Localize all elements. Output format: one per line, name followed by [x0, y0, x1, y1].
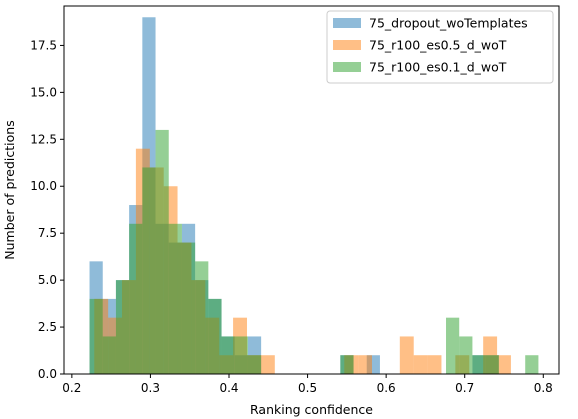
- histogram-bar: [129, 223, 143, 374]
- histogram-bar: [155, 129, 169, 374]
- histogram-bar: [485, 355, 499, 374]
- legend-entry-label: 75_r100_es0.5_d_woT: [369, 38, 507, 53]
- legend-swatch: [333, 40, 361, 50]
- y-tick-label: 2.5: [38, 320, 57, 334]
- y-tick-label: 12.5: [30, 132, 57, 146]
- y-tick-label: 5.0: [38, 273, 57, 287]
- histogram-bar: [195, 261, 209, 374]
- y-tick-label: 0.0: [38, 367, 57, 381]
- legend-swatch: [333, 62, 361, 72]
- histogram-bar: [102, 336, 116, 374]
- histogram-bar: [472, 355, 486, 374]
- legend-swatch: [333, 18, 361, 28]
- histogram-bar: [221, 336, 235, 374]
- legend: 75_dropout_woTemplates 75_r100_es0.5_d_wo…: [326, 10, 554, 84]
- histogram-bar: [181, 242, 196, 374]
- histogram-bar: [525, 355, 539, 374]
- y-tick-label: 17.5: [30, 38, 57, 52]
- histogram-bar: [399, 336, 414, 374]
- x-tick-label: 0.6: [377, 381, 396, 395]
- histogram-bars: [89, 17, 539, 374]
- x-axis-label: Ranking confidence: [250, 402, 373, 417]
- y-axis-label: Number of predictions: [2, 120, 17, 259]
- histogram-bar: [340, 355, 354, 374]
- histogram-bar: [234, 336, 248, 374]
- histogram-bar: [260, 355, 275, 374]
- legend-box: [326, 10, 554, 84]
- y-tick-label: 10.0: [30, 179, 57, 193]
- y-tick-label: 7.5: [38, 226, 57, 240]
- x-tick-label: 0.4: [219, 381, 238, 395]
- x-tick-label: 0.8: [534, 381, 553, 395]
- y-tick-label: 15.0: [30, 85, 57, 99]
- legend-entry-label: 75_r100_es0.1_d_woT: [369, 60, 507, 75]
- x-tick-label: 0.3: [141, 381, 160, 395]
- histogram-bar: [497, 355, 511, 374]
- legend-entry-label: 75_dropout_woTemplates: [369, 16, 528, 31]
- axes-frame: [63, 5, 560, 375]
- histogram-bar: [459, 336, 473, 374]
- x-tick-label: 0.7: [455, 381, 474, 395]
- y-axis-ticks: 0.0 2.5 5.0 7.5 10.0 12.5 15.0 17.5: [30, 38, 64, 381]
- histogram-bar: [427, 355, 442, 374]
- histogram-bar: [247, 355, 262, 374]
- histogram-bar: [142, 167, 156, 374]
- histogram-bar: [358, 355, 372, 374]
- x-tick-label: 0.5: [298, 381, 317, 395]
- histogram-bar: [413, 355, 428, 374]
- histogram-bar: [208, 298, 222, 374]
- histogram-bar: [168, 223, 182, 374]
- x-tick-label: 0.2: [62, 381, 81, 395]
- histogram-bar: [446, 317, 460, 374]
- x-axis-ticks: 0.2 0.3 0.4 0.5 0.6 0.7 0.8: [62, 374, 553, 395]
- histogram-bar: [89, 298, 103, 374]
- histogram-bar: [115, 280, 130, 374]
